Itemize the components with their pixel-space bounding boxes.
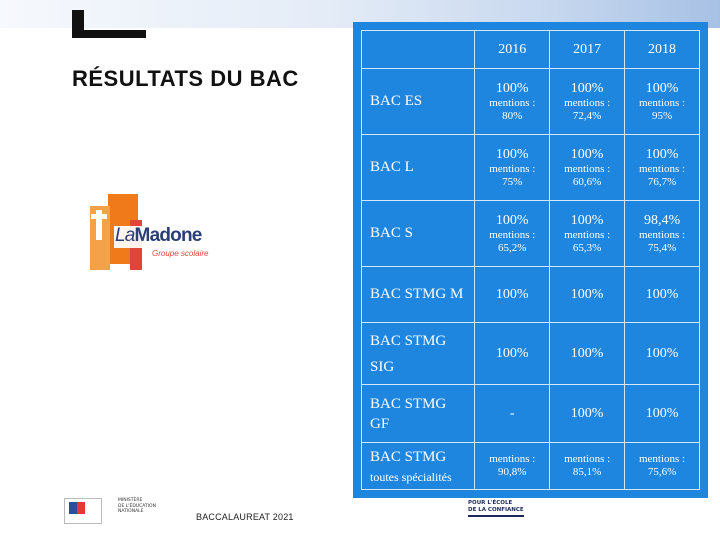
- row-label: BAC L: [360, 134, 476, 201]
- table-row: BAC STMG SIG 100% 100% 100%: [360, 322, 700, 385]
- row-label: BAC ES: [360, 68, 476, 135]
- table-cell: 100%: [549, 322, 626, 385]
- la-madone-logo: LaMadone Groupe scolaire: [86, 190, 216, 272]
- table-cell: mentions :85,1%: [549, 442, 626, 490]
- row-label: BAC STMG toutes spécialités: [360, 442, 476, 490]
- logo-tagline: Groupe scolaire: [152, 249, 209, 258]
- row-label: BAC S: [360, 200, 476, 267]
- year-header: 2017: [549, 30, 626, 69]
- row-label: BAC STMG GF: [360, 384, 476, 443]
- table-cell: 100% mentions :65,3%: [549, 200, 626, 267]
- table-cell: 100%: [624, 322, 700, 385]
- slogan-line-1: POUR L'ÉCOLE: [468, 500, 513, 506]
- table-cell: -: [474, 384, 551, 443]
- table-row: BAC STMG GF - 100% 100%: [360, 384, 700, 443]
- table-row: BAC STMG M 100% 100% 100%: [360, 266, 700, 323]
- republic-flag-icon: [64, 498, 102, 524]
- table-cell: 100%: [474, 322, 551, 385]
- table-cell: 100% mentions :95%: [624, 68, 700, 135]
- table-cell: 100%: [624, 266, 700, 323]
- ministry-logo: MINISTÈRE DE L'ÉDUCATION NATIONALE: [62, 496, 162, 526]
- footer-text: BACCALAUREAT 2021: [196, 512, 294, 522]
- table-cell: 100%: [549, 266, 626, 323]
- logo-prefix: La: [115, 225, 135, 246]
- table-row: BAC L 100% mentions :75% 100% mentions :60…: [360, 134, 700, 201]
- table-row: BAC STMG toutes spécialités mentions :90,…: [360, 442, 700, 490]
- table-cell: 100% mentions :76,7%: [624, 134, 700, 201]
- table-cell: mentions :90,8%: [474, 442, 551, 490]
- table-cell: 100% mentions :72,4%: [549, 68, 626, 135]
- year-header: 2018: [624, 30, 700, 69]
- slogan-line-2: DE LA CONFIANCE: [468, 507, 524, 517]
- ministry-text: MINISTÈRE DE L'ÉDUCATION NATIONALE: [118, 498, 156, 514]
- table-cell: 100% mentions :75%: [474, 134, 551, 201]
- row-label: BAC STMG SIG: [360, 322, 476, 385]
- table-cell: mentions :75,6%: [624, 442, 700, 490]
- table-cell: 100% mentions :80%: [474, 68, 551, 135]
- results-table: 2016 2017 2018 BAC ES 100% mentions :80% …: [360, 30, 700, 490]
- table-row: BAC ES 100% mentions :80% 100% mentions :7…: [360, 68, 700, 135]
- table-row: BAC S 100% mentions :65,2% 100% mentions :…: [360, 200, 700, 267]
- header-empty-cell: [360, 30, 476, 69]
- logo-name: Madone: [134, 225, 203, 246]
- page-title: RÉSULTATS DU BAC: [72, 66, 299, 91]
- table-cell: 100% mentions :60,6%: [549, 134, 626, 201]
- table-cell: 98,4% mentions :75,4%: [624, 200, 700, 267]
- table-cell: 100%: [624, 384, 700, 443]
- table-cell: 100%: [474, 266, 551, 323]
- corner-bracket-decoration: [72, 10, 146, 38]
- results-table-panel: 2016 2017 2018 BAC ES 100% mentions :80% …: [353, 22, 708, 498]
- table-header-row: 2016 2017 2018: [360, 30, 700, 69]
- table-cell: 100% mentions :65,2%: [474, 200, 551, 267]
- table-cell: 100%: [549, 384, 626, 443]
- year-header: 2016: [474, 30, 551, 69]
- slogan-logo: POUR L'ÉCOLE DE LA CONFIANCE: [468, 500, 552, 517]
- logo-graphic: [90, 194, 210, 270]
- logo-wordmark: LaMadone: [115, 226, 202, 245]
- row-label: BAC STMG M: [360, 266, 476, 323]
